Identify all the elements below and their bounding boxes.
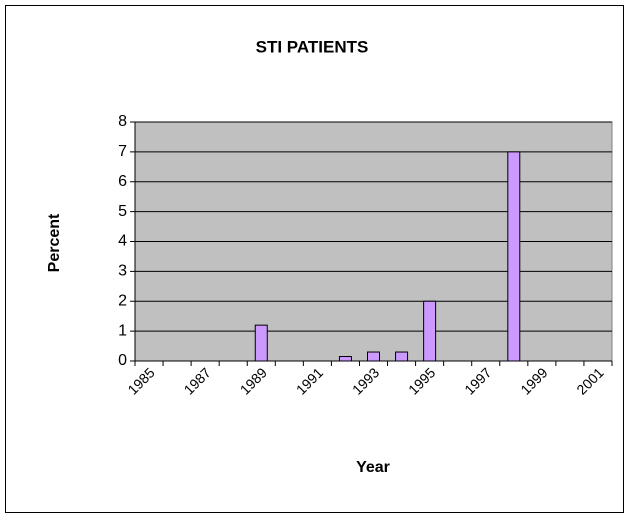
y-axis-label: Percent [46, 213, 63, 272]
y-tick-label: 2 [118, 292, 127, 309]
y-tick-label: 8 [118, 113, 127, 130]
y-tick-label: 1 [118, 322, 127, 339]
bar [254, 324, 268, 362]
y-tick-label: 3 [118, 263, 127, 280]
bar [423, 300, 437, 362]
bar [338, 356, 352, 362]
bar [507, 151, 521, 362]
y-tick-label: 5 [118, 203, 127, 220]
bar [395, 351, 409, 362]
bar [367, 351, 380, 362]
y-tick-label: 6 [118, 173, 127, 190]
y-tick-label: 7 [118, 143, 127, 160]
chart-title: STI PATIENTS [256, 37, 369, 56]
x-axis-label: Year [356, 459, 390, 476]
y-tick-label: 0 [118, 352, 127, 369]
y-tick-label: 4 [118, 233, 127, 250]
